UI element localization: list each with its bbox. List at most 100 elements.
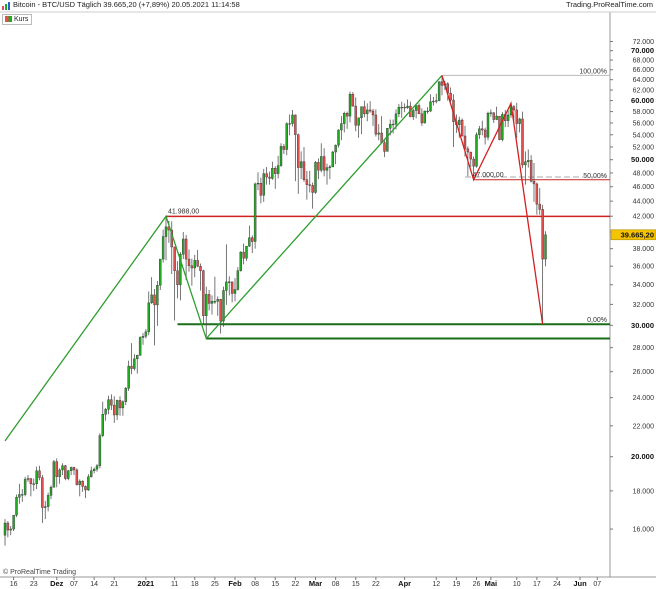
candle-body [202,270,205,316]
candle-swatch-icon [5,16,12,22]
x-tick-label: 24 [553,581,561,588]
y-tick-label: 16.000 [633,527,655,534]
hline-label-fib-50: 50,00% [583,173,607,180]
x-tick-label: 15 [271,581,279,588]
x-tick-label: 22 [372,581,380,588]
candle-body [236,270,240,290]
candle-body [159,258,162,286]
y-tick-label: 32.000 [633,302,655,309]
candle-body [437,81,441,101]
candle-body [527,160,530,162]
candle-body [6,522,10,531]
candle-body [35,470,38,484]
candle-body [3,522,7,536]
x-tick-label: Dez [50,579,64,588]
candle-body [245,245,248,259]
candle-body [67,470,70,479]
candle-body [75,469,79,485]
trendline[interactable] [4,74,443,442]
y-tick-label: 68.000 [633,58,655,65]
candle-body [340,123,343,131]
candle-body [320,156,323,171]
candle-body [110,399,113,406]
candle-body [196,260,199,267]
x-tick-label: 18 [191,581,199,588]
candle-body [101,414,104,436]
candle-body [256,183,260,185]
y-tick-label: 56.000 [633,120,655,127]
prorealtime-logo-icon [2,2,10,10]
candle-body [417,105,421,115]
candle-body [104,409,107,415]
candle-body [383,142,386,152]
candle-body [26,478,30,480]
candle-body [282,146,286,150]
x-tick-label: Apr [398,579,411,588]
candle-body [285,123,288,150]
candle-body [15,497,18,516]
candle-body [213,301,217,303]
candle-body [118,400,122,409]
candle-body [72,467,76,471]
candle-body [371,110,375,116]
candle-body [21,494,24,496]
x-tick-label: Jun [573,579,587,588]
trendline[interactable] [441,75,544,325]
candle-body [302,161,306,180]
candle-body [207,294,211,304]
candle-body [486,113,490,138]
y-tick-label: 36.000 [633,264,655,271]
candle-body [368,109,372,112]
candle-body [233,289,237,294]
candle-body [124,388,127,402]
y-tick-label: 24.000 [633,395,655,402]
candle-body [133,358,136,369]
candle-body [242,251,245,259]
candle-body [489,112,493,114]
candle-body [222,290,225,322]
candle-body [205,294,208,316]
y-tick-label: 46.000 [633,184,655,191]
candle-body [138,337,142,356]
candle-body [351,94,355,107]
candle-body [161,236,165,260]
candle-body [113,404,116,416]
candle-body [164,226,168,237]
candle-body [87,476,90,491]
candle-body [460,119,464,137]
y-tick-label: 52.000 [633,145,655,152]
candle-body [156,285,159,306]
y-tick-label: 58.000 [633,109,655,116]
candle-body [314,162,317,193]
series-legend[interactable]: Kurs [2,14,33,25]
candle-body [501,114,504,140]
candle-body [84,486,87,491]
last-price-tag[interactable] [610,229,656,241]
y-tick-label: 66.000 [633,67,655,74]
candle-body [386,128,389,152]
candle-body [271,168,274,179]
candle-body [518,118,521,124]
candle-body [521,118,524,166]
candle-body [225,281,228,291]
candle-body [305,179,309,185]
candle-body [147,302,150,333]
hline-label-support: 0,00% [587,317,607,324]
x-tick-label: 21 [110,581,118,588]
site-url[interactable]: Trading.ProRealTime.com [566,0,653,9]
candle-body [322,156,326,171]
candle-body [541,209,544,260]
y-tick-label: 62.000 [633,87,655,94]
candle-body [529,160,533,182]
candle-body [449,92,452,101]
x-tick-label: Mar [309,579,322,588]
candle-body [524,161,527,166]
candle-body [432,100,435,103]
candle-body [228,281,231,283]
candle-body [397,106,401,115]
candle-body [331,151,334,168]
y-tick-label: 64.000 [633,77,655,84]
candle-body [337,129,340,146]
candle-body [366,109,369,115]
